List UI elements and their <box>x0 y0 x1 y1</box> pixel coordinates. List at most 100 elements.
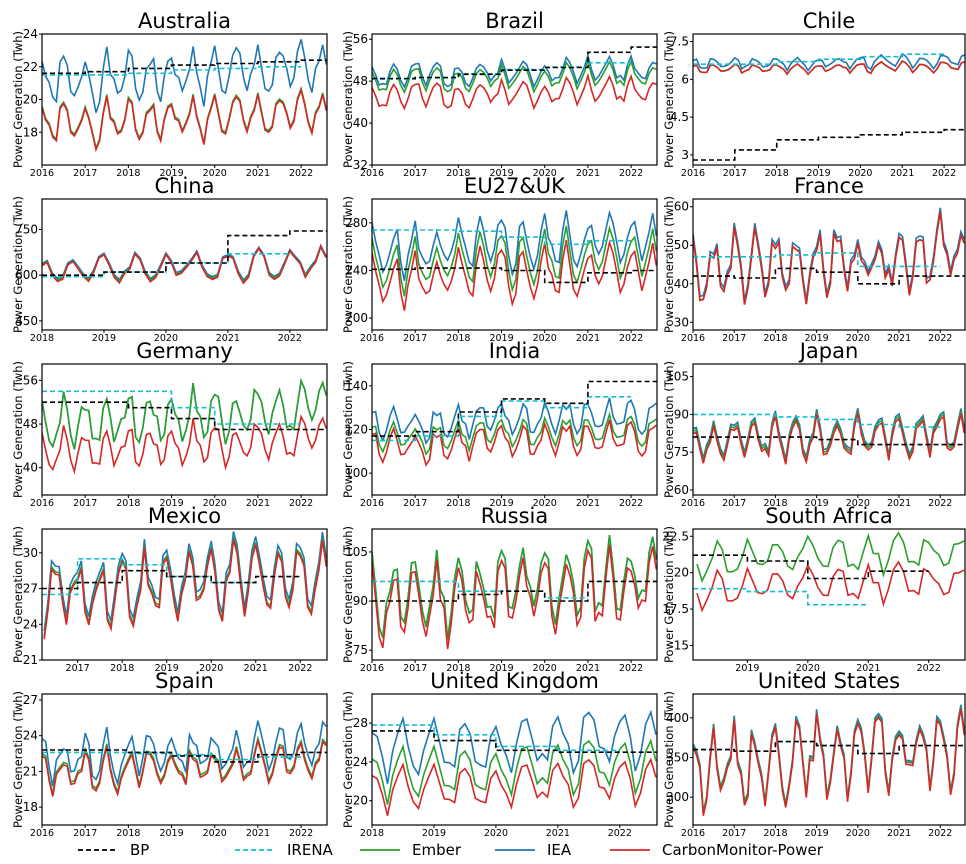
y-axis-label: Power Generation (Twh) <box>662 31 676 168</box>
panel-russia: Russia Power Generation (Twh)75 90 105 2016 2… <box>341 504 658 674</box>
x-tick-label: 2017 <box>403 333 427 344</box>
x-tick-label: 2017 <box>403 498 427 509</box>
x-tick-label: 2016 <box>30 498 54 509</box>
y-tick-label: 90 <box>674 407 689 421</box>
y-tick-label: 450 <box>15 314 38 328</box>
y-tick-label: 300 <box>666 790 689 804</box>
y-tick-label: 20 <box>23 93 38 107</box>
y-axis-label: Power Generation (Twh) <box>11 196 25 333</box>
x-tick-label: 2021 <box>856 663 880 674</box>
x-tick-label: 2016 <box>360 498 384 509</box>
y-axis-label: Power Generation (Twh) <box>11 361 25 498</box>
plot-frame <box>692 693 966 826</box>
series-irena <box>693 740 900 755</box>
x-tick-label: 2019 <box>159 168 183 179</box>
panel-india: India Power Generation (Twh)100 120 140 2016… <box>341 339 658 509</box>
panel-title: China <box>155 174 215 198</box>
x-tick-label: 2021 <box>216 333 240 344</box>
y-tick-label: 6 <box>681 72 689 86</box>
y-tick-label: 56 <box>23 373 38 387</box>
plot-frame <box>41 693 328 826</box>
series-bp <box>693 436 965 446</box>
x-tick-label: 2016 <box>360 663 384 674</box>
plot-frame <box>41 528 328 661</box>
y-tick-label: 120 <box>345 423 368 437</box>
x-tick-label: 2016 <box>681 333 705 344</box>
x-tick-label: 2017 <box>403 168 427 179</box>
x-tick-label: 2020 <box>846 333 870 344</box>
y-tick-label: 600 <box>15 268 38 282</box>
panel-france: France Power Generation (Twh)30 40 50 60 2016… <box>662 174 966 344</box>
y-tick-label: 100 <box>345 466 368 480</box>
legend-label: IRENA <box>287 841 334 859</box>
series-ember <box>372 738 657 805</box>
series-carbonmonitor-power <box>42 737 327 797</box>
y-tick-label: 32 <box>353 158 368 172</box>
plot-frame <box>371 33 658 166</box>
x-tick-label: 2018 <box>116 498 140 509</box>
x-tick-label: 2021 <box>246 168 270 179</box>
x-tick-label: 2022 <box>289 828 313 839</box>
series-carbonmonitor-power <box>42 414 327 475</box>
y-tick-label: 28 <box>353 716 368 730</box>
y-tick-label: 75 <box>353 643 368 657</box>
x-tick-label: 2021 <box>576 498 600 509</box>
series-iea <box>42 39 327 113</box>
y-tick-label: 22 <box>23 60 38 74</box>
x-tick-label: 2022 <box>619 168 643 179</box>
x-tick-label: 2018 <box>446 168 470 179</box>
panel-title: South Africa <box>765 504 893 528</box>
series-carbonmonitor-power <box>693 211 965 305</box>
x-tick-label: 2019 <box>422 828 446 839</box>
x-tick-label: 2018 <box>446 663 470 674</box>
x-tick-label: 2020 <box>796 663 820 674</box>
series-carbonmonitor-power <box>693 708 965 816</box>
x-tick-label: 2018 <box>763 333 787 344</box>
series-carbonmonitor-power <box>372 757 657 816</box>
plot-frame <box>371 693 658 826</box>
plot-frame <box>692 33 966 166</box>
y-axis-label: Power Generation (Twh) <box>662 361 676 498</box>
panel-title: Russia <box>481 504 549 528</box>
x-tick-label: 2022 <box>928 498 952 509</box>
y-tick-label: 60 <box>674 483 689 497</box>
plot-frame <box>692 363 966 496</box>
x-tick-label: 2022 <box>288 663 312 674</box>
y-tick-label: 27 <box>23 582 38 596</box>
x-tick-label: 2021 <box>246 828 270 839</box>
series-bp <box>693 740 965 755</box>
series-carbonmonitor-power <box>372 239 657 311</box>
x-tick-label: 2020 <box>533 168 557 179</box>
series-bp <box>42 401 327 431</box>
panel-title: United States <box>758 669 900 693</box>
legend: BP IRENA Ember IEA CarbonMonitor-Power <box>78 841 824 859</box>
panel-eu27-uk: EU27&UK Power Generation (Twh)200 240 280 20… <box>341 174 658 344</box>
plot-frame <box>41 198 328 331</box>
series-iea <box>372 209 657 281</box>
panel-brazil: Brazil Power Generation (Twh)32 40 48 56 2016… <box>341 9 658 179</box>
x-tick-label: 2017 <box>73 828 97 839</box>
y-axis-label: Power Generation (Twh) <box>341 361 355 498</box>
series-carbonmonitor-power <box>43 539 327 640</box>
y-tick-label: 24 <box>23 27 38 41</box>
series-bp <box>42 749 327 763</box>
x-tick-label: 2016 <box>360 168 384 179</box>
y-tick-label: 105 <box>345 545 368 559</box>
x-tick-label: 2019 <box>489 663 513 674</box>
x-tick-label: 2022 <box>289 498 313 509</box>
x-tick-label: 2018 <box>765 168 789 179</box>
series-iea <box>372 709 657 784</box>
series-carbonmonitor-power <box>42 244 327 285</box>
x-tick-label: 2018 <box>116 168 140 179</box>
x-tick-label: 2016 <box>681 168 705 179</box>
x-tick-label: 2021 <box>890 168 914 179</box>
y-axis-label: Power Generation (Twh) <box>11 31 25 168</box>
panel-title: Australia <box>138 9 231 33</box>
panel-spain: Spain Power Generation (Twh)18 21 24 27 2016 2… <box>11 669 328 839</box>
panel-chile: Chile Power Generation (Twh) 3 4.5 6 7.5 2016 2… <box>662 9 966 179</box>
x-tick-label: 2020 <box>203 828 227 839</box>
x-tick-label: 2019 <box>159 828 183 839</box>
x-tick-label: 2020 <box>533 498 557 509</box>
x-tick-label: 2021 <box>576 168 600 179</box>
